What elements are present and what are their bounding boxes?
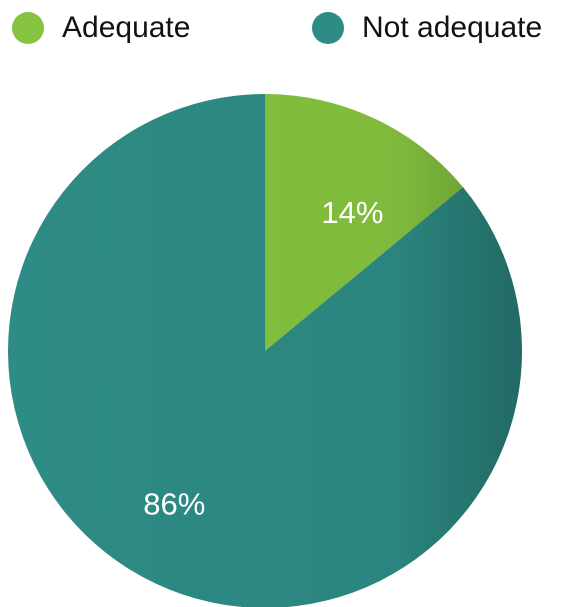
pie-shading [8, 94, 522, 607]
slice-label-adequate: 14% [321, 195, 383, 230]
legend-item-adequate: Adequate [12, 8, 190, 48]
legend-label-not-adequate: Not adequate [362, 11, 543, 44]
chart-legend: Adequate Not adequate [0, 8, 582, 48]
legend-label-adequate: Adequate [62, 11, 191, 44]
legend-item-not-adequate: Not adequate [312, 8, 542, 48]
legend-swatch-not-adequate [312, 12, 344, 44]
slice-label-not-adequate: 86% [143, 487, 205, 522]
legend-swatch-adequate [12, 12, 44, 44]
